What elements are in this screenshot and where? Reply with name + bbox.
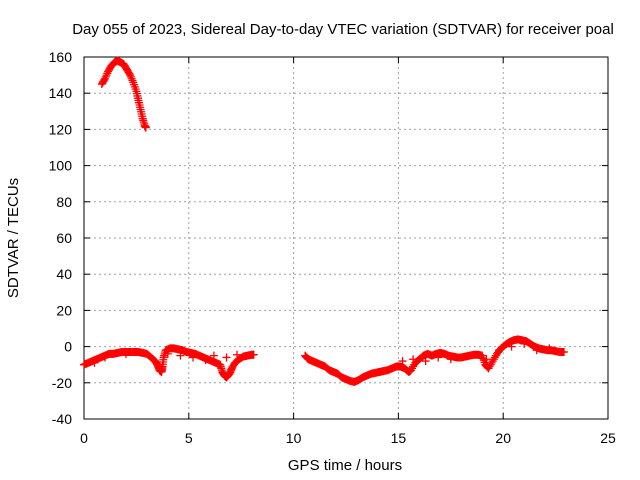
data-point <box>188 353 197 362</box>
x-tick-label: 15 <box>391 430 407 446</box>
y-tick-label: 60 <box>56 230 72 246</box>
y-tick-label: 0 <box>64 339 72 355</box>
data-point <box>102 71 111 80</box>
data-point <box>101 72 110 81</box>
data-point <box>126 71 135 80</box>
y-tick-label: 160 <box>49 49 73 65</box>
data-point <box>409 355 418 364</box>
x-tick-label: 10 <box>286 430 302 446</box>
y-tick-label: 40 <box>56 266 72 282</box>
data-point <box>100 353 109 362</box>
data-point <box>495 346 504 355</box>
data-point <box>482 355 491 364</box>
data-point <box>559 348 568 357</box>
data-point <box>176 351 185 360</box>
data-point <box>434 353 443 362</box>
y-tick-label: 20 <box>56 302 72 318</box>
y-tick-label: -40 <box>52 411 72 427</box>
series-marks <box>80 56 568 386</box>
x-tick-label: 5 <box>185 430 193 446</box>
data-point <box>209 351 218 360</box>
data-series <box>80 344 258 382</box>
y-tick-label: 100 <box>49 158 73 174</box>
data-point <box>398 357 407 366</box>
chart-title: Day 055 of 2023, Sidereal Day-to-day VTE… <box>72 21 614 38</box>
data-point <box>126 72 135 81</box>
data-point <box>201 356 210 365</box>
data-point <box>545 344 554 353</box>
data-point <box>90 358 99 367</box>
axis-ticks: 0 5 10 15 20 25 -40 -20 0 20 40 60 80 100 120 140 160 <box>49 49 616 446</box>
x-tick-label: 0 <box>80 430 88 446</box>
data-point <box>233 350 242 359</box>
y-tick-label: -20 <box>52 375 72 391</box>
data-point <box>141 123 150 132</box>
data-series <box>97 56 150 132</box>
x-tick-label: 20 <box>495 430 511 446</box>
data-point <box>121 349 130 358</box>
data-point <box>127 74 136 83</box>
y-tick-label: 140 <box>49 85 73 101</box>
data-point <box>532 346 541 355</box>
data-series <box>301 335 568 386</box>
data-point <box>128 76 137 85</box>
y-axis-label: SDTVAR / TECUs <box>5 178 22 298</box>
y-tick-label: 120 <box>49 121 73 137</box>
x-tick-label: 25 <box>600 430 616 446</box>
data-point <box>520 339 529 348</box>
data-point <box>100 74 109 83</box>
data-point <box>446 355 455 364</box>
data-point <box>163 349 172 358</box>
data-point <box>222 353 231 362</box>
y-tick-label: 80 <box>56 194 72 210</box>
data-point <box>421 357 430 366</box>
data-point <box>249 350 258 359</box>
x-axis-label: GPS time / hours <box>288 457 402 474</box>
data-point <box>507 342 516 351</box>
